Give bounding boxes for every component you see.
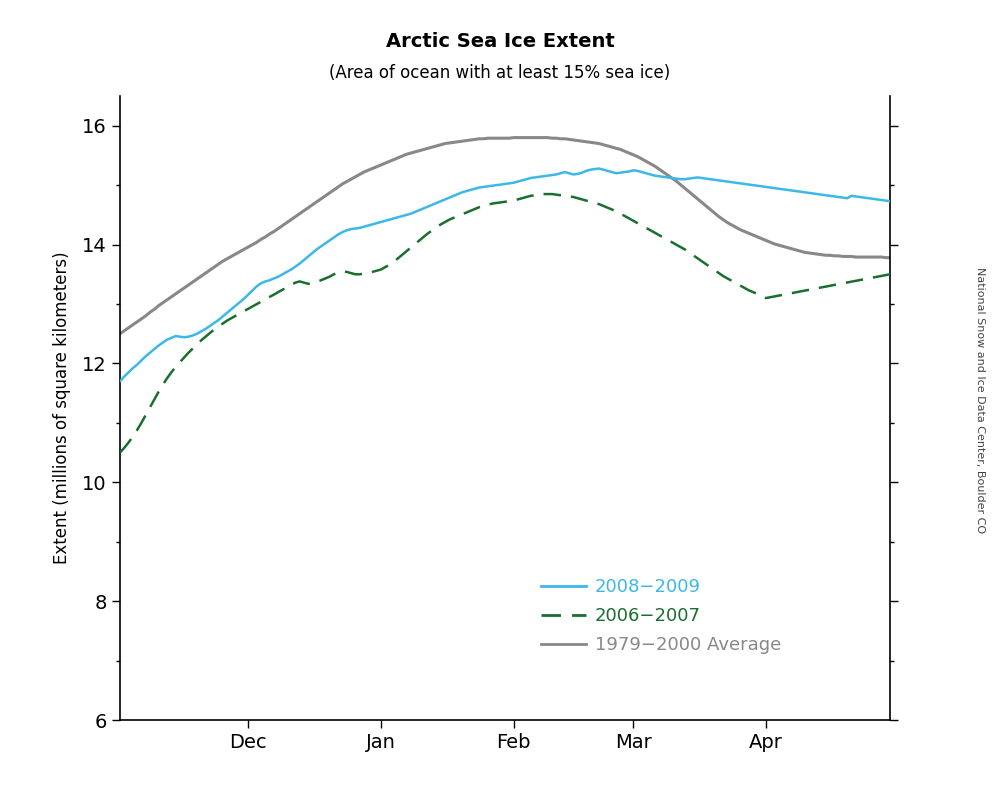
Legend: 2008−2009, 2006−2007, 1979−2000 Average: 2008−2009, 2006−2007, 1979−2000 Average bbox=[534, 571, 789, 661]
Y-axis label: Extent (millions of square kilometers): Extent (millions of square kilometers) bbox=[53, 252, 71, 564]
Text: National Snow and Ice Data Center, Boulder CO: National Snow and Ice Data Center, Bould… bbox=[975, 267, 985, 533]
Text: (Area of ocean with at least 15% sea ice): (Area of ocean with at least 15% sea ice… bbox=[329, 64, 671, 82]
Text: Arctic Sea Ice Extent: Arctic Sea Ice Extent bbox=[386, 32, 614, 51]
